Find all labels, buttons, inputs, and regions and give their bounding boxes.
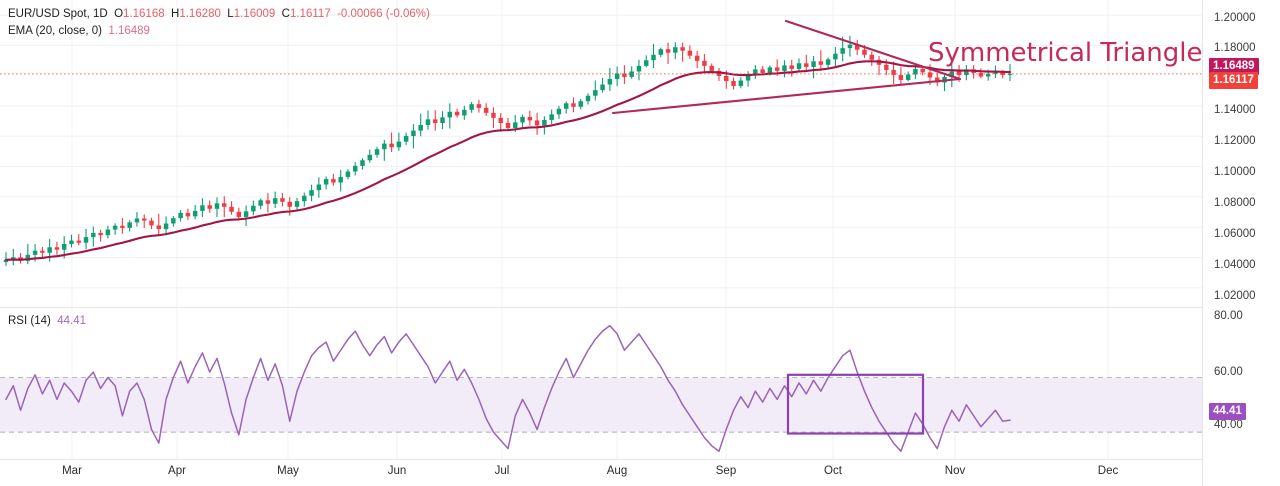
ema-legend[interactable]: EMA (20, close, 0) 1.16489 bbox=[8, 25, 150, 38]
ema-legend-value: 1.16489 bbox=[108, 25, 150, 37]
rsi-tick: 40.00 bbox=[1214, 419, 1243, 431]
price-tick: 1.12000 bbox=[1214, 135, 1256, 147]
time-scale-axis[interactable]: Mar Apr May Jun Jul Aug Sep Oct Nov Dec bbox=[0, 459, 1202, 486]
rsi-tick: 80.00 bbox=[1214, 310, 1243, 322]
rsi-legend[interactable]: RSI (14) 44.41 bbox=[8, 315, 86, 328]
price-tick: 1.06000 bbox=[1214, 228, 1256, 240]
ohlc-open-value: 1.16168 bbox=[123, 8, 165, 20]
symbol-label[interactable]: EUR/USD Spot, 1D bbox=[8, 8, 108, 20]
rsi-legend-value: 44.41 bbox=[57, 315, 86, 327]
month-tick: Aug bbox=[606, 465, 628, 477]
main-legend: EUR/USD Spot, 1D O1.16168 H1.16280 L1.16… bbox=[8, 8, 430, 21]
month-tick: Dec bbox=[1097, 465, 1119, 477]
price-tick: 1.14000 bbox=[1214, 104, 1256, 116]
current-price-badge: 1.16117 bbox=[1209, 72, 1258, 89]
price-tick: 1.18000 bbox=[1214, 42, 1256, 54]
month-tick: Apr bbox=[168, 465, 186, 477]
month-tick: Jun bbox=[387, 465, 407, 477]
price-tick: 1.08000 bbox=[1214, 197, 1256, 209]
month-tick: Mar bbox=[62, 465, 82, 477]
symmetrical-triangle-annotation[interactable]: Symmetrical Triangle bbox=[928, 38, 1203, 68]
ohlc-high-value: 1.16280 bbox=[179, 8, 221, 20]
month-tick: Sep bbox=[715, 465, 737, 477]
price-tick: 1.02000 bbox=[1214, 290, 1256, 302]
ohlc-high-key: H bbox=[171, 8, 180, 20]
ohlc-low-value: 1.16009 bbox=[233, 8, 276, 20]
rsi-indicator-svg bbox=[0, 308, 1202, 459]
month-tick: May bbox=[277, 465, 299, 477]
ohlc-open-key: O bbox=[114, 8, 124, 20]
ohlc-close-value: 1.16117 bbox=[289, 8, 331, 20]
month-tick: Jul bbox=[494, 465, 510, 477]
price-chart-panel[interactable] bbox=[0, 0, 1202, 307]
ema-price-badge: 1.16489 bbox=[1209, 58, 1259, 75]
price-tick: 1.20000 bbox=[1214, 12, 1256, 24]
ohlc-close-key: C bbox=[281, 8, 290, 20]
price-tick: 1.10000 bbox=[1214, 166, 1256, 178]
ohlc-low-key: L bbox=[227, 8, 234, 20]
price-scale-axis[interactable]: 1.20000 1.18000 1.14000 1.12000 1.10000 … bbox=[1202, 0, 1280, 486]
rsi-legend-label: RSI (14) bbox=[8, 315, 51, 327]
rsi-value-badge: 44.41 bbox=[1209, 403, 1246, 420]
price-tick: 1.04000 bbox=[1214, 259, 1256, 271]
price-candlestick-svg bbox=[0, 0, 1202, 307]
month-tick: Nov bbox=[944, 465, 966, 477]
ema-legend-label: EMA (20, close, 0) bbox=[8, 25, 102, 37]
month-tick: Oct bbox=[824, 465, 842, 477]
price-change: -0.00066 (-0.06%) bbox=[337, 8, 430, 20]
rsi-tick: 60.00 bbox=[1214, 366, 1243, 378]
panel-separator bbox=[0, 307, 1202, 308]
rsi-chart-panel[interactable] bbox=[0, 308, 1202, 459]
